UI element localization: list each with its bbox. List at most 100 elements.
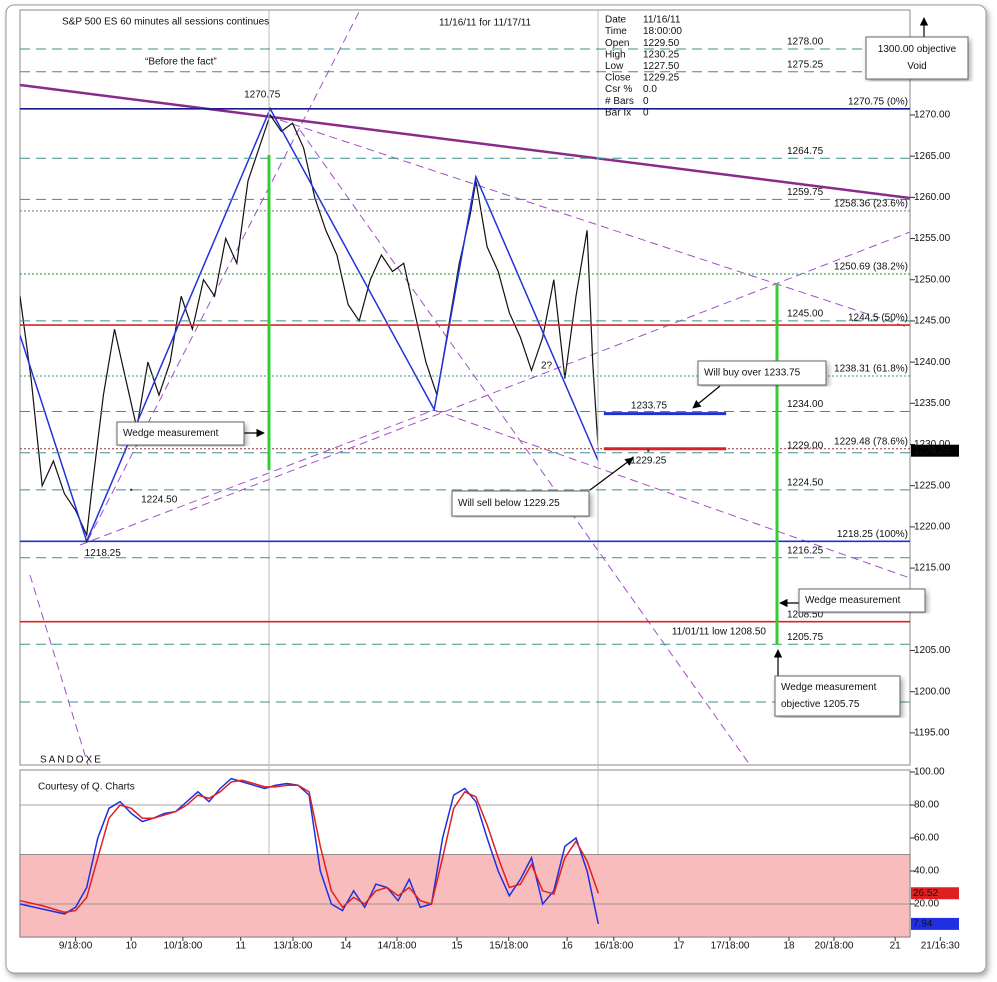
x-tick-label: 17 (673, 941, 685, 952)
info-key: Time (605, 26, 627, 37)
point-label: 1224.50 (141, 494, 178, 505)
last-value-box (911, 887, 959, 900)
drawing-layer (20, 10, 910, 765)
y-tick-label: 1260.00 (914, 192, 951, 203)
callout-text: Wedge measurement (805, 595, 901, 606)
series-line (19, 779, 600, 914)
point-marker (130, 488, 133, 492)
y-tick-label: 1225.00 (914, 480, 951, 491)
callout-box (865, 36, 969, 80)
y-tick-label: 1195.00 (914, 728, 950, 739)
trend-line (87, 10, 361, 541)
chart-title: S&P 500 ES 60 minutes all sessions conti… (62, 17, 269, 28)
level-label: 1264.75 (787, 146, 824, 157)
last-value-label: 7.94 (913, 919, 933, 930)
y-tick-label: 1265.00 (914, 151, 951, 162)
info-value: 11/16/11 (643, 15, 681, 26)
info-key: Csr % (605, 84, 632, 95)
callout-box (697, 360, 827, 386)
callout-box (798, 588, 926, 613)
info-value: 1227.50 (643, 61, 680, 72)
level-label: 1229.48 (78.6%) (834, 436, 908, 447)
y-tick-label: 1200.00 (914, 686, 951, 697)
callout-text: Will buy over 1233.75 (704, 368, 801, 379)
series-line (20, 107, 599, 544)
trend-line (20, 83, 910, 200)
level-label: 1250.69 (38.2%) (834, 262, 908, 273)
info-key: Date (605, 15, 627, 26)
level-label: 1258.36 (23.6%) (834, 199, 908, 210)
stoch-title: Courtesy of Q. Charts (38, 782, 135, 793)
info-key: Bar Ix (605, 107, 631, 118)
level-label: 1229.00 (787, 440, 824, 451)
y-tick-label: 1215.00 (914, 563, 951, 574)
y-tick-label: 1235.00 (914, 398, 951, 409)
level-label: 1245.00 (787, 309, 824, 320)
callout-text: Void (907, 61, 926, 72)
chart-title-date: 11/16/11 for 11/17/11 (439, 18, 532, 29)
trend-line (29, 574, 89, 765)
level-label: 1216.25 (787, 545, 824, 556)
last-price-label: 1229.25 (914, 445, 951, 456)
info-value: 1229.25 (643, 73, 680, 84)
x-tick-label: 15 (451, 941, 463, 952)
x-tick-label: 13/18:00 (274, 941, 313, 952)
x-tick-label: 20/18:00 (815, 941, 854, 952)
level-label: 1224.50 (787, 477, 824, 488)
level-label: 1275.25 (787, 59, 824, 70)
y-tick-label: 1205.00 (914, 645, 951, 656)
last-value-box (911, 917, 959, 930)
x-tick-label: 18 (783, 941, 795, 952)
info-value: 0 (643, 107, 649, 118)
y-tick-label: 20.00 (914, 899, 939, 910)
x-tick-label: 21/16:30 (921, 941, 960, 952)
info-key: # Bars (605, 96, 634, 107)
level-label: 1218.25 (100%) (837, 529, 908, 540)
callout-text: Will sell below 1229.25 (458, 498, 560, 509)
level-label: 1205.75 (787, 632, 824, 643)
last-price-box (911, 444, 959, 457)
y-tick-label: 1245.00 (914, 316, 951, 327)
y-tick-label: 1255.00 (914, 233, 951, 244)
x-tick-label: 15/18:00 (489, 941, 528, 952)
y-tick-label: 1240.00 (914, 357, 951, 368)
level-label: 1208.50 (787, 609, 824, 620)
y-tick-label: 1250.00 (914, 274, 951, 285)
x-tick-label: 16 (562, 941, 574, 952)
info-value: 18:00:00 (643, 26, 682, 37)
info-key: Low (605, 61, 624, 72)
x-tick-label: 9/18:00 (59, 941, 93, 952)
callout-text: Wedge measurement (123, 428, 219, 439)
info-key: Open (605, 38, 629, 49)
trend-line (279, 119, 910, 329)
x-tick-label: 10 (126, 941, 138, 952)
callout-text: Wedge measurement (781, 682, 877, 693)
chart-subtitle: “Before the fact” (145, 57, 217, 68)
info-key: Close (605, 73, 631, 84)
y-tick-label: 1220.00 (914, 522, 951, 533)
y-tick-label: 100.00 (914, 767, 945, 778)
point-marker (647, 449, 650, 452)
x-tick-label: 10/18:00 (163, 941, 202, 952)
trend-line (433, 409, 910, 579)
watermark: SANDOXE (40, 755, 103, 766)
y-tick-label: 80.00 (914, 800, 939, 811)
x-tick-label: 11 (236, 941, 247, 952)
trend-line (189, 231, 910, 511)
callout-box (774, 675, 901, 717)
series-line (19, 777, 600, 925)
callout-box (116, 421, 245, 446)
y-tick-label: 40.00 (914, 866, 939, 877)
trend-line (79, 409, 435, 546)
y-tick-label: 1230.00 (914, 439, 951, 450)
y-tick-label: 60.00 (914, 833, 939, 844)
point-label: 1229.25 (630, 455, 667, 466)
callout-text: 1300.00 objective (878, 44, 957, 55)
x-tick-label: 14/18:00 (378, 941, 417, 952)
info-key: High (605, 49, 626, 60)
info-value: 1230.25 (643, 49, 680, 60)
level-note: 11/01/11 low 1208.50 (672, 626, 767, 637)
last-value-label: 26.52 (913, 888, 938, 899)
callout-text: objective 1205.75 (781, 699, 860, 710)
